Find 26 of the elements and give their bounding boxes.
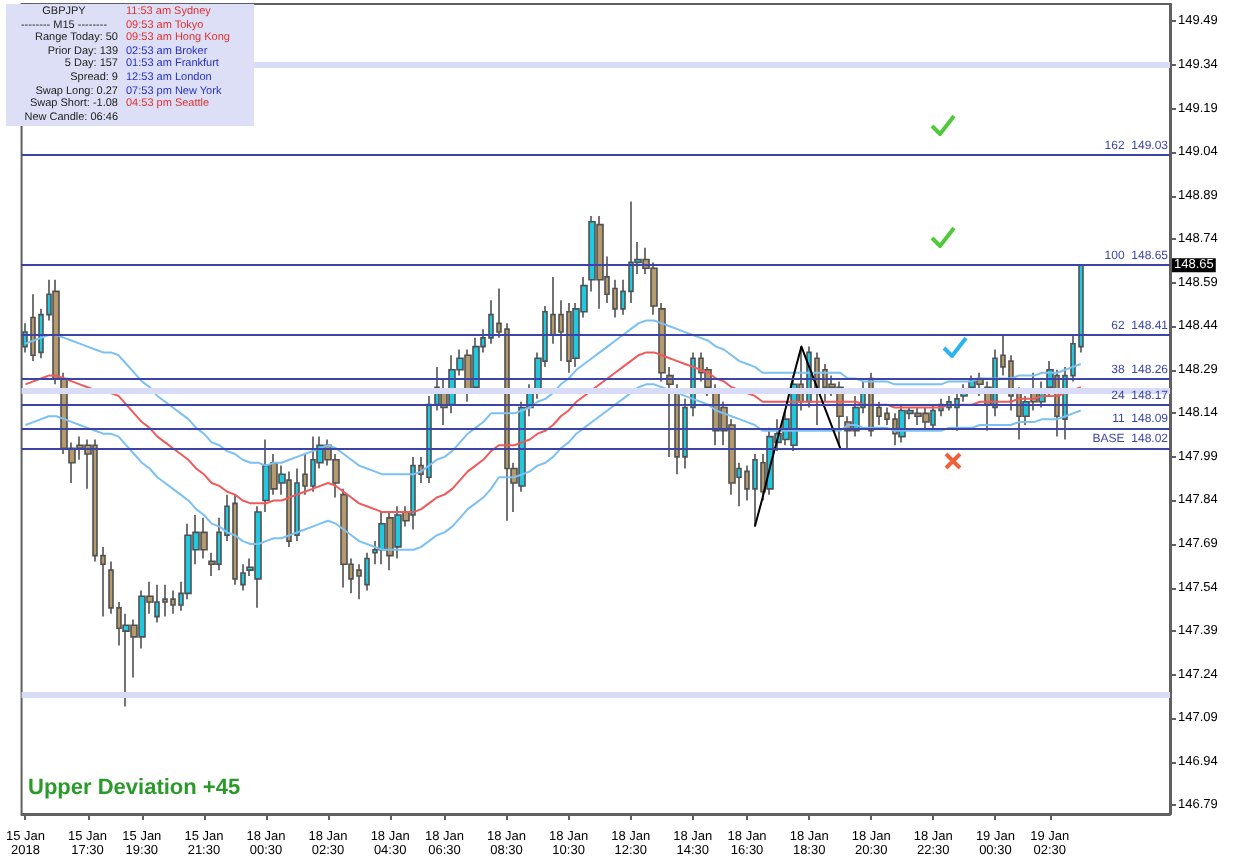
candlestick (378, 511, 386, 566)
candlestick (914, 406, 922, 426)
candlestick (170, 589, 176, 615)
candlestick (954, 392, 960, 432)
line-series (24, 351, 1082, 514)
candlestick (232, 493, 238, 586)
candlestick (200, 517, 208, 560)
candlestick (310, 435, 316, 493)
candlestick (596, 215, 604, 310)
annotation: Upper Deviation +45 (28, 776, 241, 800)
candlestick (30, 293, 36, 362)
candlestick (364, 551, 370, 592)
candlestick (930, 403, 936, 432)
line-series (24, 383, 1082, 551)
candlestick (922, 406, 930, 432)
candlestick (566, 302, 572, 374)
candlestick (162, 583, 168, 618)
candlestick (386, 511, 394, 571)
candlestick (752, 453, 758, 528)
candlestick (472, 337, 480, 394)
candlestick (410, 456, 416, 531)
line-series (753, 345, 842, 528)
candlestick (154, 583, 160, 624)
line-series (24, 319, 1082, 476)
candlestick (340, 488, 348, 589)
candlestick (286, 470, 292, 548)
